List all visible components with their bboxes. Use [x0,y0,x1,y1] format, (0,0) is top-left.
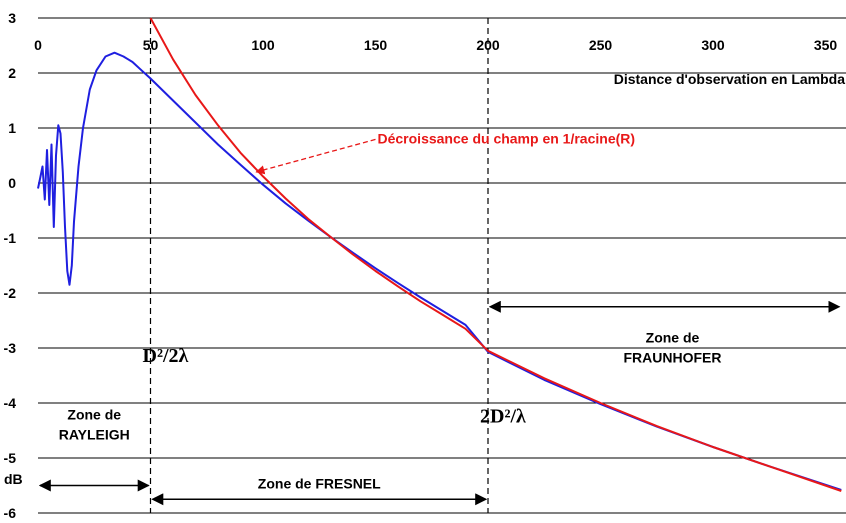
y-axis-unit-label: dB [4,471,23,487]
x-tick-label: 250 [589,37,613,53]
zone-boundary-lines: D²/2λ 2D²/λ [143,18,526,513]
zone-label: Zone de [646,330,700,346]
boundary-label: D²/2λ [143,345,189,367]
y-tick-label: -4 [4,395,17,411]
horizontal-gridlines [38,17,846,514]
y-tick-label: -6 [4,505,17,521]
zone-annotations: Zone de RAYLEIGH Zone de FRESNEL Zone de FRA… [38,300,841,506]
annotation-text: Décroissance du champ en 1/racine(R) [378,130,636,146]
x-tick-label: 100 [251,37,275,53]
x-tick-label: 350 [814,37,838,53]
zone-label: FRAUNHOFER [624,350,722,366]
curve-annotation: Décroissance du champ en 1/racine(R) [255,130,636,175]
x-tick-label: 300 [701,37,725,53]
x-axis-tick-labels: 0 50 100 150 200 250 300 350 [34,37,837,53]
y-tick-label: 3 [8,10,16,26]
zone-label: Zone de FRESNEL [258,475,381,491]
y-tick-label: 1 [8,120,16,136]
series-line [149,17,842,492]
y-tick-label: -3 [4,340,17,356]
y-tick-label: -2 [4,285,17,301]
zone-label: RAYLEIGH [59,427,130,443]
boundary-label: 2D²/λ [480,405,526,427]
x-tick-label: 200 [476,37,500,53]
x-tick-label: 50 [143,37,159,53]
y-tick-label: 0 [8,175,16,191]
series-line [37,51,842,491]
x-tick-label: 150 [364,37,388,53]
x-axis-label: Distance d'observation en Lambda [614,71,845,87]
y-tick-label: 2 [8,65,16,81]
x-tick-label: 0 [34,37,42,53]
data-series [37,17,842,492]
y-tick-label: -1 [4,230,17,246]
y-tick-label: -5 [4,450,17,466]
y-axis-tick-labels: 3 2 1 0 -1 -2 -3 -4 -5 -6 [4,10,17,521]
zone-label: Zone de [67,407,121,423]
annotation-arrow [255,138,376,175]
